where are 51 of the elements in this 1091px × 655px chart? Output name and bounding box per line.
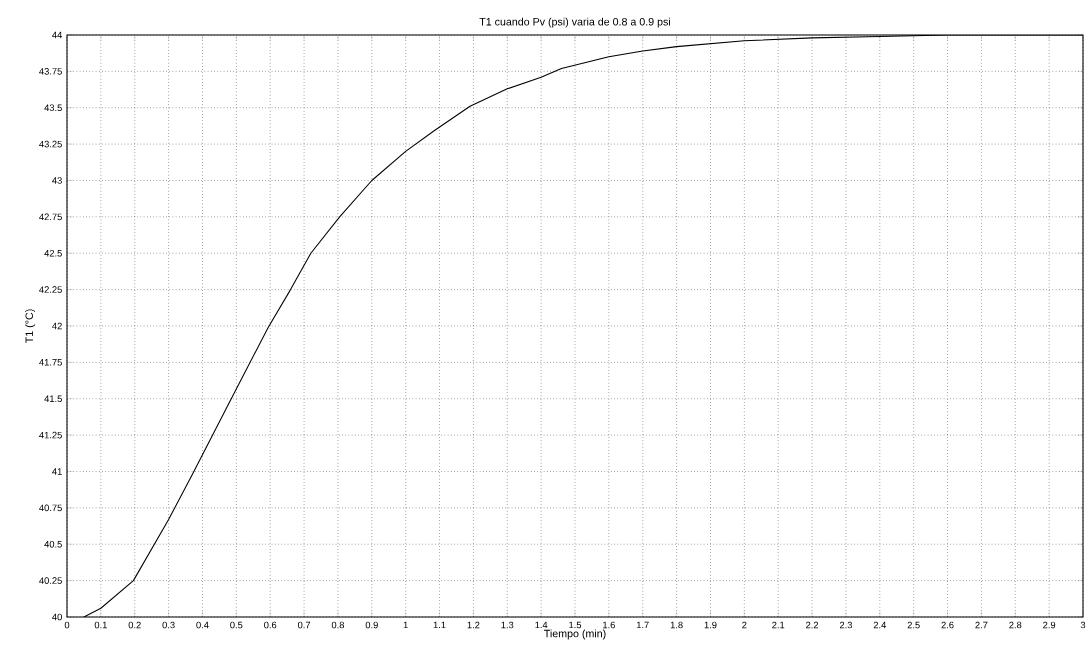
x-tick-label: 1.3 [501,621,514,629]
y-axis-title: T1 (°C) [25,309,36,343]
y-tick-label: 40 [52,613,62,621]
x-tick-label: 0.5 [230,621,243,629]
y-tick-label: 43.75 [39,68,62,75]
y-tick-label: 43.25 [39,140,62,148]
x-tick-label: 2.1 [772,621,785,629]
y-tick-label: 41.25 [39,431,62,439]
y-tick-label: 40.25 [39,577,62,584]
x-tick-label: 3 [1080,621,1086,629]
y-tick-label: 41 [52,468,62,475]
x-tick-label: 2.3 [839,621,852,629]
x-tick-label: 0.7 [297,621,311,629]
x-tick-label: 1.5 [569,621,582,629]
x-tick-label: 1.2 [467,621,480,629]
x-tick-label: 0.8 [331,621,345,629]
x-tick-label: 1.8 [670,621,683,629]
x-tick-label: 2.6 [941,621,954,629]
y-tick-label: 43.5 [44,104,62,112]
x-tick-label: 0 [64,621,70,629]
x-tick-label: 2.8 [1009,621,1022,629]
y-tick-label: 41.75 [39,359,62,366]
x-tick-label: 2 [742,621,747,629]
x-tick-label: 1.9 [704,621,717,629]
x-tick-label: 0.2 [128,621,141,629]
x-tick-label: 0.6 [264,621,277,629]
y-tick-label: 41.5 [44,395,62,402]
x-tick-label: 2.9 [1043,621,1056,629]
x-tick-label: 2.5 [907,621,920,629]
x-tick-label: 1 [403,621,408,629]
y-tick-label: 44 [52,31,63,39]
x-axis-title: Tiempo (min) [544,629,606,640]
y-tick-label: 42.5 [44,249,62,257]
x-tick-label: 0.3 [162,621,175,629]
y-tick-label: 42.75 [39,213,62,221]
y-tick-label: 42.25 [39,286,62,293]
x-tick-label: 1.7 [636,621,649,629]
x-tick-label: 2.7 [975,621,988,629]
x-tick-label: 0.9 [365,621,378,629]
x-tick-label: 0.1 [94,621,107,629]
x-tick-label: 1.4 [535,621,548,629]
x-tick-label: 2.4 [873,621,887,629]
y-tick-label: 40.75 [39,504,62,512]
x-tick-label: 1.6 [603,621,615,629]
y-tick-label: 42 [52,322,62,330]
x-tick-label: 2.2 [806,621,819,629]
y-tick-label: 40.5 [44,540,62,548]
chart-title: T1 cuando Pv (psi) varia de 0.8 a 0.9 psi [479,17,671,28]
x-tick-label: 1.1 [433,621,446,629]
x-tick-label: 0.4 [196,621,209,629]
y-tick-label: 43 [52,177,62,184]
